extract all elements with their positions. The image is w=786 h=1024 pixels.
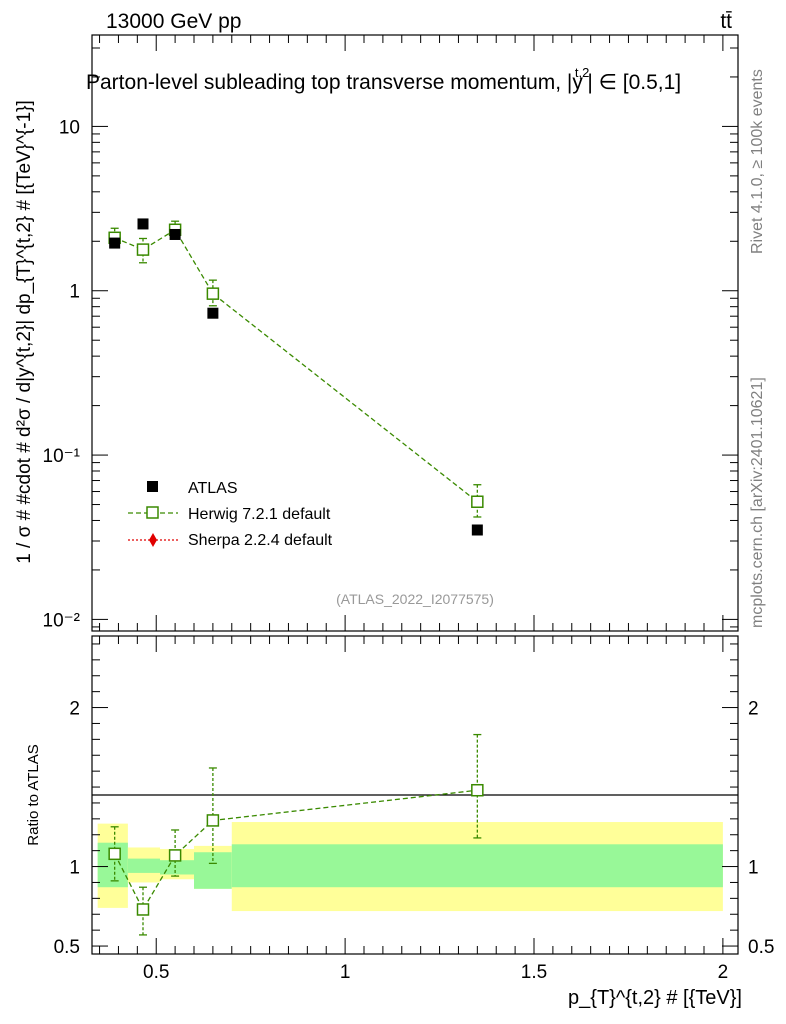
band-inner-bin [127,858,160,873]
x-tick-label: 1.5 [521,962,547,983]
y-main-tick-label: 10⁻² [43,610,81,631]
herwig-ratio-point [206,814,220,827]
atlas-data-point [169,228,181,240]
herwig-ratio-point [471,783,484,797]
herwig-ratio-line [114,789,478,911]
x-tick-label: 0.5 [143,962,169,983]
plot-title-tail: | ∈ [0.5,1] [587,71,681,94]
legend: ATLAS Herwig 7.2.1 default Sherpa 2.2.4 … [128,480,333,549]
legend-sherpa-marker [149,533,157,547]
herwig-ratio-point [168,849,182,862]
y-main-tick-label: 1 [69,282,80,303]
y-ratio-tick-label-left: 0.5 [54,937,80,958]
legend-herwig-label: Herwig 7.2.1 default [188,506,331,523]
atlas-data-point [137,218,149,230]
y-ratio-tick-label-right: 0.5 [748,937,774,958]
legend-sherpa-label: Sherpa 2.2.4 default [188,532,333,549]
legend-herwig-marker [146,506,159,519]
plot-title-main: Parton-level subleading top transverse m… [86,71,583,94]
y-ratio-tick-label-left: 1 [69,858,80,879]
herwig-ratio-point [136,903,150,916]
legend-atlas-label: ATLAS [188,480,238,497]
x-tick-label: 2 [718,962,729,983]
band-inner-bin [194,852,232,889]
atlas-data-point [471,524,483,536]
axis-ticks [92,35,738,954]
plot-title-superscript: t,2 [575,65,589,80]
herwig-main-point [206,287,220,300]
band-inner-bin [160,860,194,875]
mcplots-reference-note: mcplots.cern.ch [arXiv:2401.10621] [749,377,766,628]
analysis-id-label: (ATLAS_2022_I2077575) [336,591,494,607]
atlas-main-series [109,218,483,536]
x-axis-title: p_{T}^{t,2} # [{TeV}] [568,987,742,1009]
herwig-ratio-point [108,847,121,861]
legend-atlas-marker [147,481,158,492]
herwig-main-point [471,495,484,508]
atlas-data-point [207,307,219,319]
herwig-main-point [136,243,150,256]
y-main-axis-title: 1 / σ # #cdot # d²σ / d|y^{t,2}| dp_{T}^… [14,100,35,564]
y-ratio-tick-label-left: 2 [69,699,80,720]
main-panel-frame [91,34,739,632]
plot-title: Parton-level subleading top transverse m… [86,65,681,94]
process-label: tt̄ [720,10,732,33]
y-ratio-axis-title: Ratio to ATLAS [25,744,42,845]
band-inner-bin [231,844,723,888]
herwig-ratio-series [108,733,484,936]
herwig-main-line [114,228,478,503]
energy-label: 13000 GeV pp [106,10,241,33]
rivet-version-note: Rivet 4.1.0, ≥ 100k events [749,69,766,254]
x-tick-label: 1 [340,962,351,983]
y-ratio-tick-label-right: 1 [748,858,759,879]
ratio-panel-frame [91,635,739,955]
axis-tick-labels: 0.5 1 1.5 2 10⁻² 10⁻¹ 1 10 0.5 0.5 1 1 2 2 [43,117,775,983]
herwig-main-series [108,220,484,518]
y-main-tick-label: 10⁻¹ [43,446,81,467]
ratio-uncertainty-bands [97,822,723,912]
y-ratio-tick-label-right: 2 [748,699,759,720]
y-main-tick-label: 10 [59,117,80,138]
atlas-data-point [109,237,121,249]
